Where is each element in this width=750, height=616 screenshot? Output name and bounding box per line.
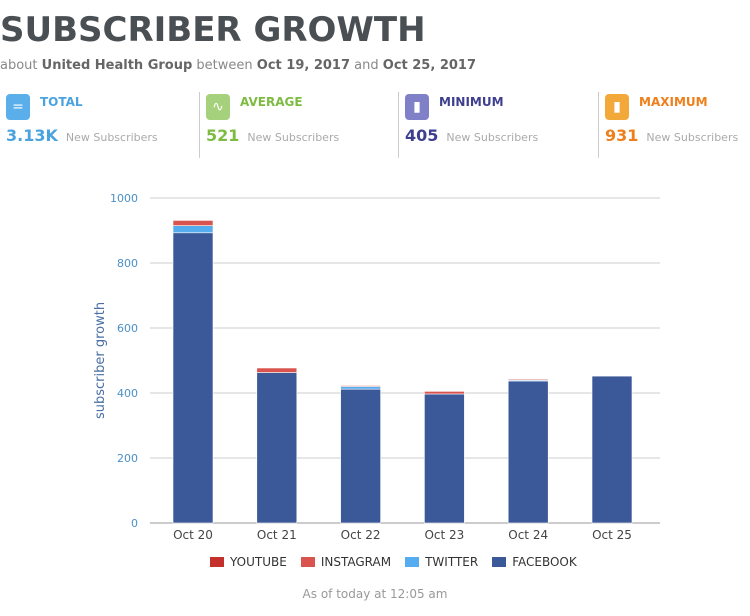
y-axis-label: subscriber growth bbox=[93, 302, 108, 419]
bar-segment-facebook bbox=[172, 232, 214, 524]
page-subtitle: about United Health Group between Oct 19… bbox=[0, 58, 476, 73]
chart-legend: YOUTUBE INSTAGRAM TWITTER FACEBOOK bbox=[210, 555, 577, 569]
bar-segment-twitter bbox=[172, 225, 214, 234]
x-tick-label: Oct 22 bbox=[341, 528, 381, 542]
sine-wave-icon: ∿ bbox=[206, 94, 230, 120]
y-tick-label: 800 bbox=[117, 257, 138, 270]
stat-value: 931 New Subscribers bbox=[605, 126, 739, 145]
x-tick-label: Oct 25 bbox=[592, 528, 632, 542]
x-tick-label: Oct 20 bbox=[173, 528, 213, 542]
y-tick-label: 0 bbox=[131, 517, 138, 530]
y-tick-label: 1000 bbox=[110, 192, 138, 205]
legend-item-instagram[interactable]: INSTAGRAM bbox=[300, 555, 392, 569]
bar-chart-icon: ▮ bbox=[405, 94, 429, 120]
between-text: between bbox=[196, 58, 253, 73]
stat-value: 3.13K New Subscribers bbox=[6, 126, 158, 145]
legend-swatch bbox=[405, 557, 420, 567]
legend-label: INSTAGRAM bbox=[320, 555, 392, 569]
legend-swatch bbox=[300, 557, 315, 567]
legend-item-youtube[interactable]: YOUTUBE bbox=[210, 555, 287, 569]
bar-chart-icon: ▮ bbox=[605, 94, 629, 120]
legend-item-facebook[interactable]: FACEBOOK bbox=[492, 555, 577, 569]
page-title: SUBSCRIBER GROWTH bbox=[0, 10, 426, 50]
stat-value: 405 New Subscribers bbox=[405, 126, 539, 145]
stat-label: AVERAGE bbox=[240, 95, 303, 109]
and-text: and bbox=[354, 58, 379, 73]
start-date: Oct 19, 2017 bbox=[256, 58, 351, 73]
entity-name: United Health Group bbox=[41, 58, 193, 73]
stat-label: MINIMUM bbox=[439, 95, 504, 109]
legend-swatch bbox=[210, 557, 224, 567]
end-date: Oct 25, 2017 bbox=[382, 58, 476, 73]
bar-segment-facebook bbox=[340, 388, 381, 524]
bar-segment-instagram bbox=[256, 367, 298, 373]
legend-swatch bbox=[492, 557, 507, 567]
bar-segment-instagram bbox=[507, 378, 549, 381]
equals-icon: = bbox=[6, 94, 30, 120]
stacked-bar-chart: 0 200 400 600 800 1000 subscriber growth Oct 20… bbox=[93, 192, 660, 542]
legend-label: TWITTER bbox=[425, 555, 479, 569]
divider bbox=[598, 92, 599, 158]
y-tick-label: 400 bbox=[117, 387, 138, 400]
x-tick-label: Oct 21 bbox=[257, 528, 297, 542]
bar-segment-facebook bbox=[591, 375, 633, 524]
stat-value: 521 New Subscribers bbox=[206, 126, 340, 145]
bar-segment-instagram bbox=[340, 385, 381, 387]
legend-label: FACEBOOK bbox=[512, 555, 577, 569]
footer-timestamp: As of today at 12:05 am bbox=[302, 587, 448, 601]
bar-segment-instagram bbox=[172, 220, 214, 226]
stat-label: MAXIMUM bbox=[639, 95, 708, 109]
bar-segment-instagram bbox=[424, 391, 465, 395]
bar-segment-facebook bbox=[507, 380, 549, 524]
bar-segment-facebook bbox=[256, 372, 298, 524]
y-tick-label: 600 bbox=[117, 322, 138, 335]
legend-label: YOUTUBE bbox=[230, 555, 287, 569]
bar-segment-twitter bbox=[340, 386, 381, 390]
divider bbox=[398, 92, 399, 158]
x-tick-label: Oct 23 bbox=[424, 528, 464, 542]
divider bbox=[199, 92, 200, 158]
y-tick-label: 200 bbox=[117, 452, 138, 465]
legend-item-twitter[interactable]: TWITTER bbox=[405, 555, 478, 569]
stat-label: TOTAL bbox=[40, 95, 83, 109]
x-tick-label: Oct 24 bbox=[508, 528, 548, 542]
about-text: about bbox=[0, 58, 38, 73]
bar-segment-facebook bbox=[424, 393, 465, 524]
